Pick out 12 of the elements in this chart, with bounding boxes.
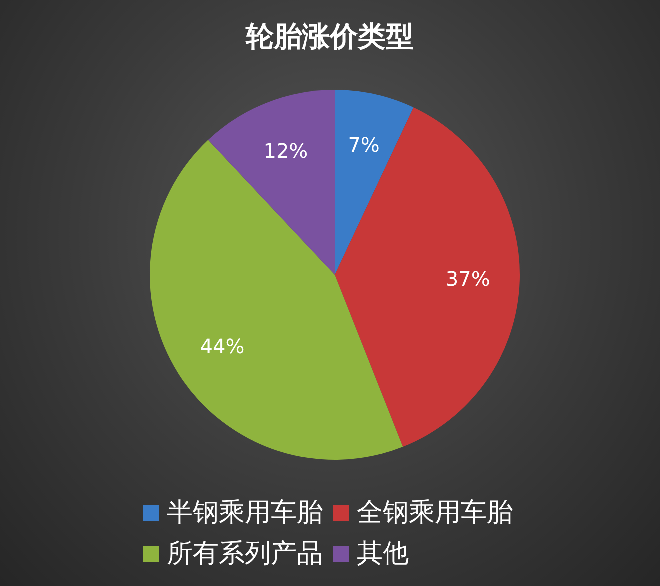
data-label: 7% xyxy=(348,133,380,158)
pie-slice xyxy=(335,90,414,275)
data-label: 44% xyxy=(200,334,245,358)
legend-label: 半钢乘用车胎 xyxy=(167,497,323,530)
legend-label: 所有系列产品 xyxy=(167,538,323,571)
chart-title: 轮胎涨价类型 xyxy=(244,19,415,55)
data-label: 37% xyxy=(446,267,490,292)
legend-label: 其他 xyxy=(357,538,409,571)
legend-label: 全钢乘用车胎 xyxy=(357,497,513,530)
pie-slice xyxy=(335,108,520,448)
data-label: 12% xyxy=(264,139,308,164)
pie-slice xyxy=(208,90,335,275)
